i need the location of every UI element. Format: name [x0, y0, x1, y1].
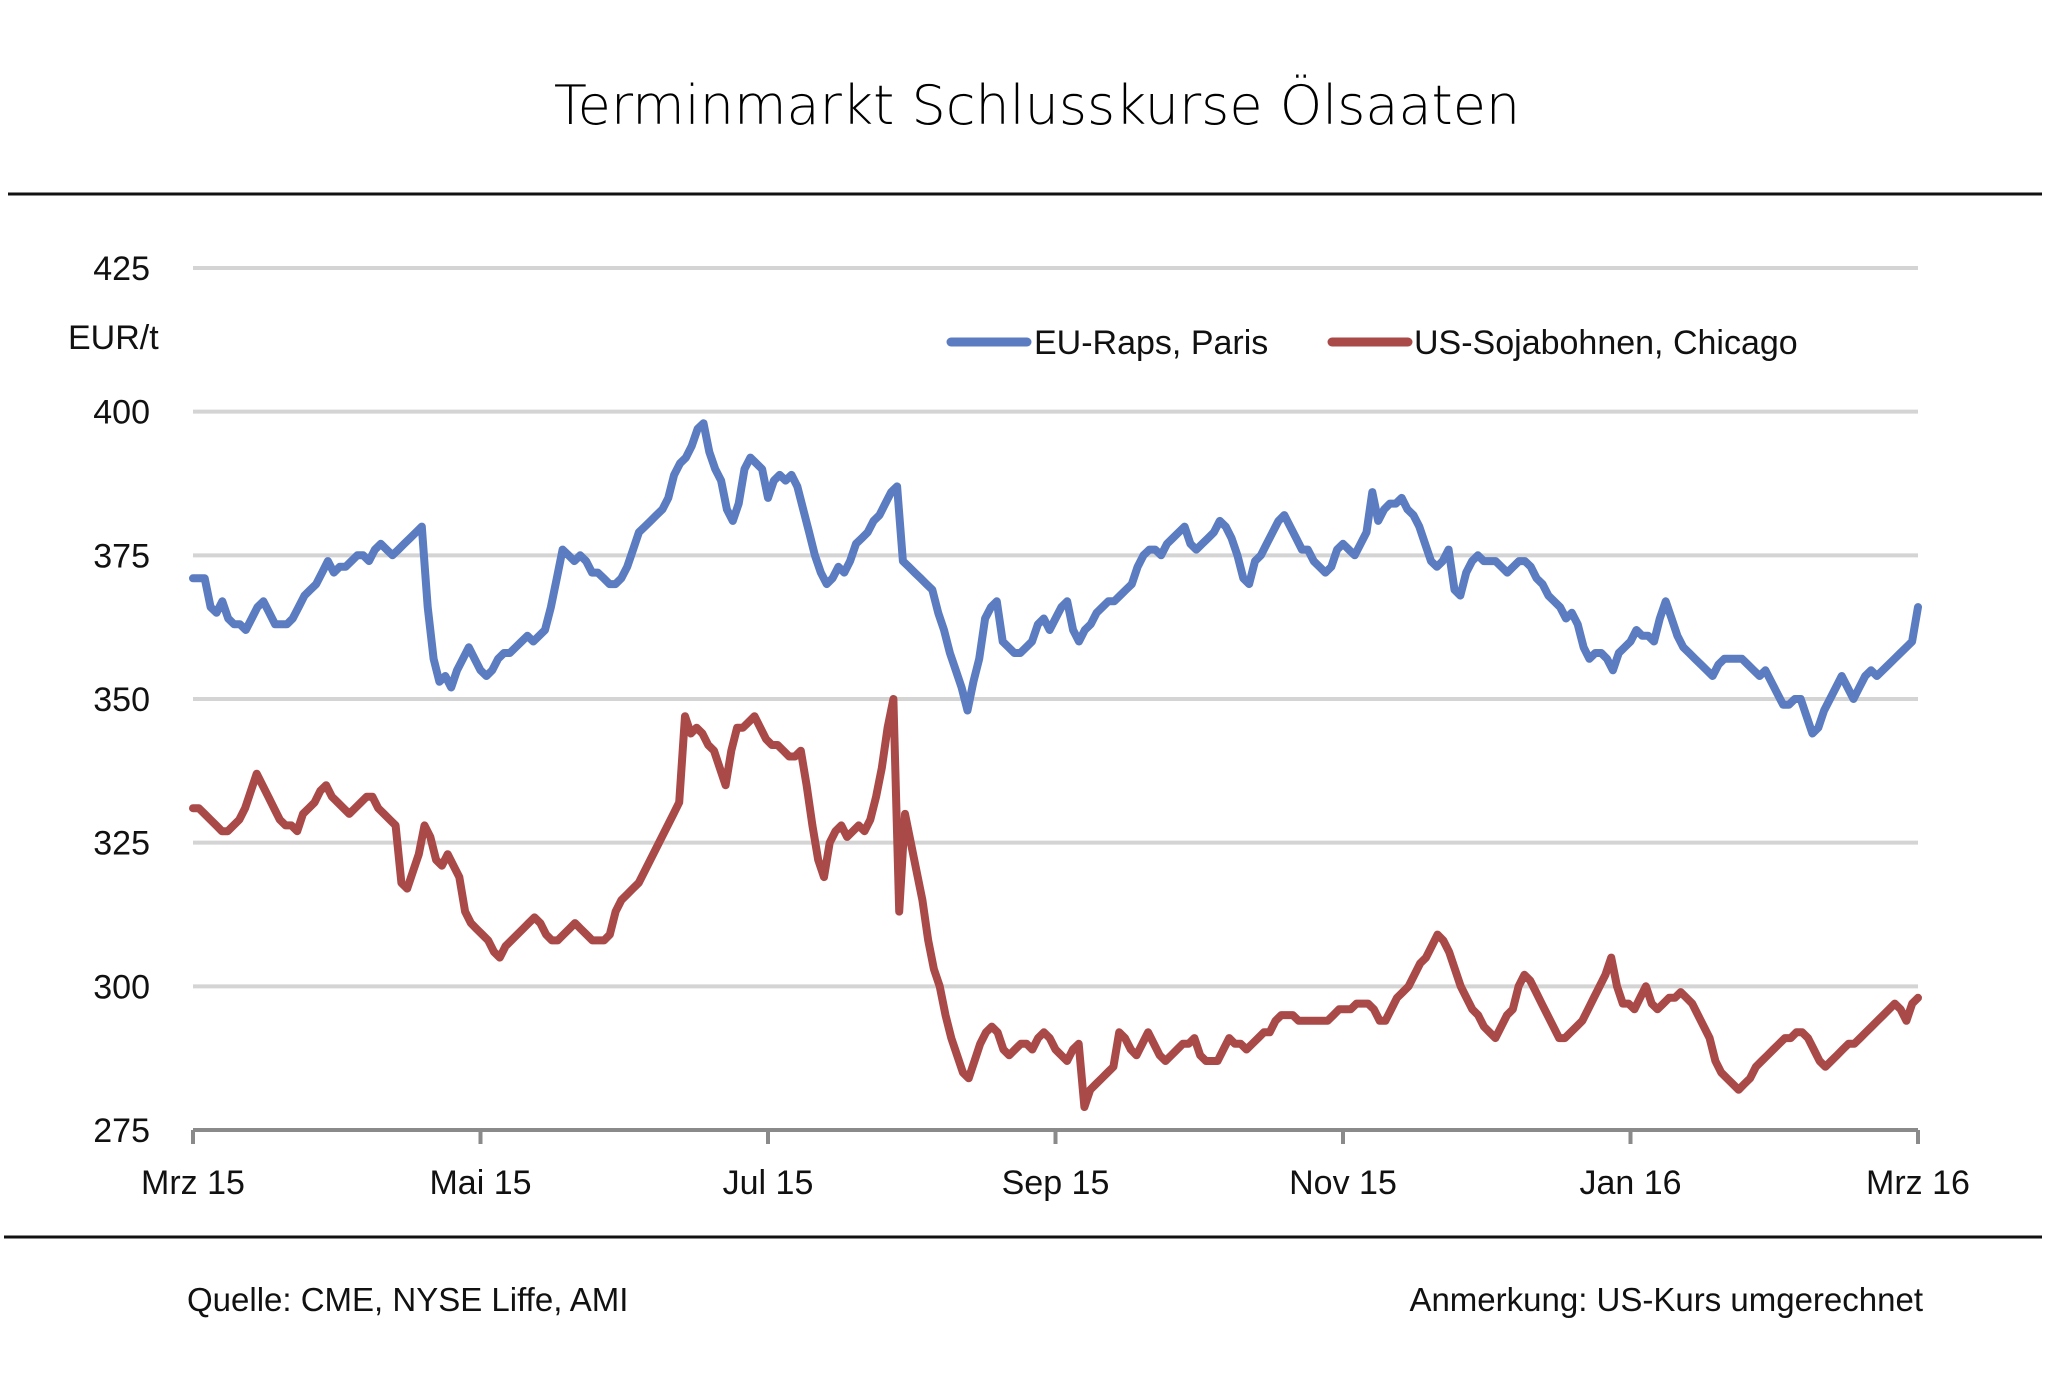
y-tick-label: 275: [93, 1112, 150, 1150]
y-tick-label: 300: [93, 968, 150, 1006]
series-line-us-soja: [189, 695, 1922, 1111]
y-axis-ticks: 425 400 375 350 325 300 275: [93, 250, 150, 1150]
y-tick-label: 375: [93, 537, 150, 575]
gridlines: [193, 266, 1918, 989]
source-note: Quelle: CME, NYSE Liffe, AMI: [187, 1281, 628, 1318]
y-axis-label: EUR/t: [68, 319, 159, 357]
x-tick-label: Mai 15: [429, 1164, 531, 1202]
series-layer: [189, 419, 1922, 1111]
y-tick-label: 325: [93, 825, 150, 863]
y-tick-label: 350: [93, 681, 150, 719]
x-tick-label: Mrz 16: [1866, 1164, 1970, 1202]
chart-title: Terminmarkt Schlusskurse Ölsaaten: [554, 74, 1520, 137]
series-line-eu-raps: [189, 419, 1922, 738]
x-tick-label: Sep 15: [1002, 1164, 1110, 1202]
y-tick-label: 400: [93, 394, 150, 432]
remark-note: Anmerkung: US-Kurs umgerechnet: [1409, 1281, 1923, 1318]
x-tick-label: Jul 15: [723, 1164, 814, 1202]
x-tick-label: Jan 16: [1579, 1164, 1681, 1202]
x-axis: Mrz 15 Mai 15 Jul 15 Sep 15 Nov 15 Jan 16 Mrz …: [141, 1128, 1970, 1202]
x-tick-label: Mrz 15: [141, 1164, 245, 1202]
legend-label-eu-raps: EU-Raps, Paris: [1034, 324, 1268, 362]
legend-label-us-soja: US-Sojabohnen, Chicago: [1414, 324, 1798, 362]
x-tick-label: Nov 15: [1289, 1164, 1397, 1202]
y-tick-label: 425: [93, 250, 150, 288]
legend: EU-Raps, Paris US-Sojabohnen, Chicago: [946, 324, 1798, 362]
